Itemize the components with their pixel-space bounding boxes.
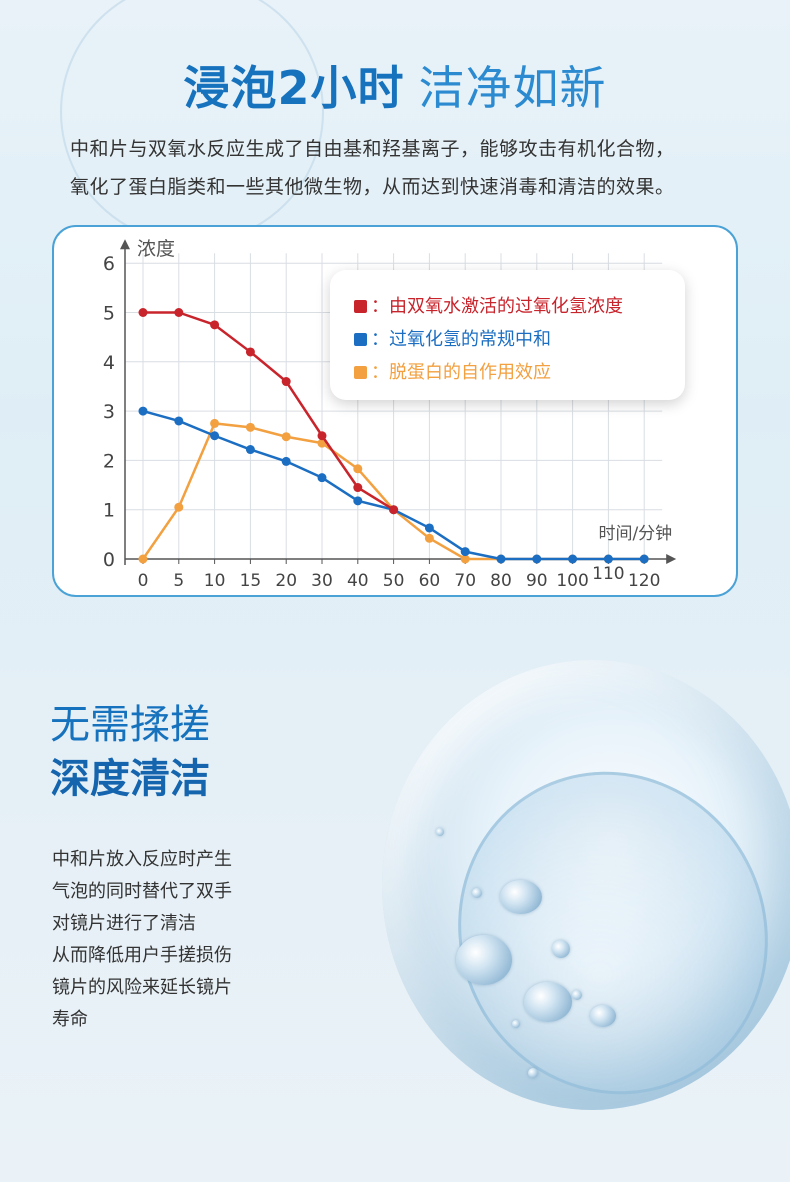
bubble [590,1005,616,1027]
x-tick-label: 80 [490,571,512,591]
body-line: 对镜片进行了清洁 [52,913,196,934]
y-tick-label: 1 [103,500,115,522]
data-point [532,554,542,564]
data-point [460,547,470,557]
intro-line-1: 中和片与双氧水反应生成了自由基和羟基离子，能够攻击有机化合物， [70,138,675,160]
x-tick-label: 110 [592,564,624,584]
lens-sphere-image [382,660,790,1110]
data-point [424,533,434,543]
body-paragraph: 中和片放入反应时产生 气泡的同时替代了双手 对镜片进行了清洁 从而降低用户手搓损… [52,844,232,1036]
data-point [174,308,184,317]
x-tick-label: 60 [419,571,441,591]
bubble [472,888,482,898]
legend-swatch-red [354,300,367,313]
data-point [210,320,220,330]
x-tick-label: 100 [556,571,588,591]
y-tick-label: 6 [103,253,115,275]
data-point [460,554,470,564]
legend-swatch-orange [354,366,367,379]
y-tick-label: 0 [103,549,115,571]
data-point [210,431,220,441]
bubble [524,982,572,1022]
x-tick-label: 90 [526,571,548,591]
data-point [245,347,255,357]
data-point [496,554,506,564]
y-tick-label: 3 [103,401,115,423]
section-title-line-1: 无需揉搓 [50,702,210,748]
data-point [138,554,148,564]
body-line: 气泡的同时替代了双手 [52,881,232,902]
data-point [281,377,291,387]
y-axis-arrow [120,239,130,250]
data-point [353,464,363,474]
x-tick-label: 120 [628,571,660,591]
x-tick-label: 5 [173,571,184,591]
y-tick-label: 4 [103,352,115,374]
bubble [500,880,542,914]
bubble [552,940,570,958]
data-point [245,445,255,455]
x-tick-label: 70 [454,571,476,591]
data-point [639,554,649,564]
body-line: 寿命 [52,1009,88,1030]
series-line [143,311,395,511]
data-point [389,505,399,515]
data-point [174,416,184,426]
hero-title-light: 洁净如新 [418,61,607,115]
x-tick-label: 20 [275,571,297,591]
x-axis-arrow [666,554,677,564]
bubble [512,1020,520,1028]
y-tick-label: 2 [103,450,115,472]
x-tick-label: 50 [383,571,405,591]
bubble [436,828,444,836]
data-point [603,554,613,564]
data-point [210,418,220,428]
y-tick-label: 5 [103,303,115,325]
data-point [174,502,184,512]
data-point [138,308,148,317]
bubble [528,1068,538,1078]
legend-label-blue: ：过氧化氢的常规中和 [371,329,551,350]
bubble [572,990,582,1000]
hero-title-bold: 浸泡2小时 [183,61,405,115]
legend-label-red: ：由双氧水激活的过氧化氢浓度 [371,296,623,317]
x-tick-label: 15 [240,571,262,591]
data-point [568,554,578,564]
body-line: 中和片放入反应时产生 [52,849,232,870]
legend-swatch-blue [354,333,367,346]
hero-title: 浸泡2小时 洁净如新 [0,52,790,118]
data-point [353,483,363,493]
data-point [317,431,327,441]
chart-legend: ：由双氧水激活的过氧化氢浓度 ：过氧化氢的常规中和 ：脱蛋白的自作用效应 [330,270,685,400]
legend-label-orange: ：脱蛋白的自作用效应 [371,362,551,383]
x-tick-label: 30 [311,571,333,591]
section-title-line-2: 深度清洁 [50,756,210,802]
data-point [317,473,327,483]
body-line: 镜片的风险来延长镜片 [52,977,232,998]
body-line: 从而降低用户手搓损伤 [52,945,232,966]
data-point [281,432,291,442]
x-axis-title: 时间/分钟 [598,524,672,544]
data-point [353,496,363,506]
x-tick-label: 10 [204,571,226,591]
data-point [138,406,148,416]
legend-item-blue: ：过氧化氢的常规中和 [354,325,551,351]
x-tick-label: 0 [138,571,149,591]
legend-item-red: ：由双氧水激活的过氧化氢浓度 [354,292,623,318]
bubble [456,935,512,985]
section-title: 无需揉搓 深度清洁 [50,698,210,806]
x-tick-label: 40 [347,571,369,591]
data-point [245,422,255,432]
data-point [424,523,434,533]
intro-line-2: 氧化了蛋白脂类和一些其他微生物，从而达到快速消毒和清洁的效果。 [70,176,675,198]
y-axis-title: 浓度 [137,238,175,260]
data-point [281,456,291,466]
legend-item-orange: ：脱蛋白的自作用效应 [354,358,551,384]
intro-paragraph: 中和片与双氧水反应生成了自由基和羟基离子，能够攻击有机化合物， 氧化了蛋白脂类和… [70,130,730,206]
